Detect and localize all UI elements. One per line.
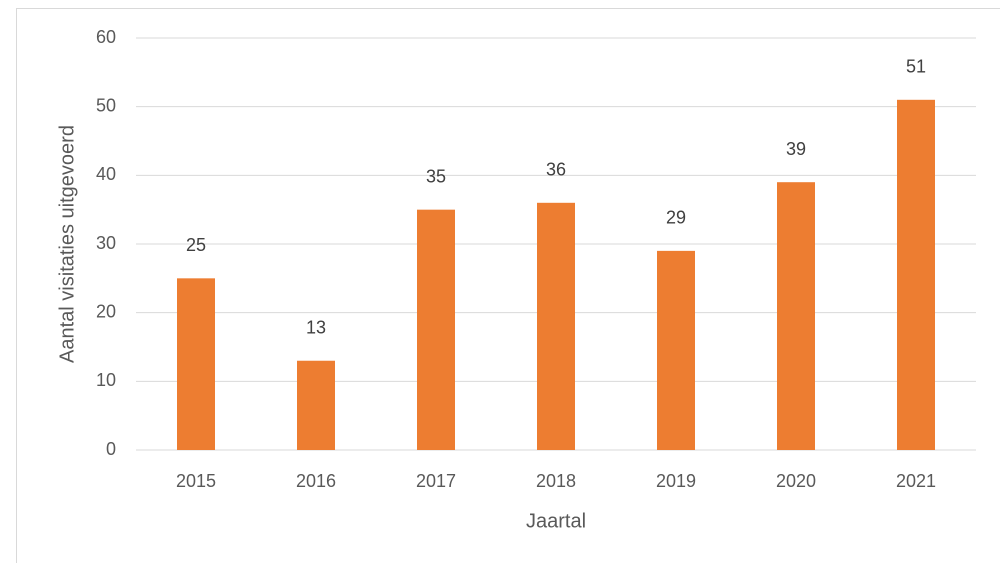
y-tick-label: 50 [96, 95, 116, 115]
data-label: 36 [546, 160, 566, 180]
data-label: 35 [426, 166, 446, 186]
bar [297, 360, 335, 450]
bar [417, 209, 455, 450]
bar [537, 202, 575, 450]
y-axis-title: Aantal visitaties uitgevoerd [56, 125, 78, 363]
x-tick-label: 2018 [536, 471, 576, 491]
bar [777, 182, 815, 450]
x-tick-label: 2015 [176, 471, 216, 491]
x-tick-label: 2021 [896, 471, 936, 491]
x-tick-label: 2020 [776, 471, 816, 491]
x-tick-label: 2017 [416, 471, 456, 491]
y-tick-label: 60 [96, 27, 116, 47]
y-tick-label: 10 [96, 370, 116, 390]
bar [897, 99, 935, 451]
x-tick-label: 2019 [656, 471, 696, 491]
data-label: 39 [786, 139, 806, 159]
bar [177, 278, 215, 450]
data-label: 51 [906, 57, 926, 77]
x-tick-label: 2016 [296, 471, 336, 491]
data-label: 13 [306, 317, 326, 337]
chart-border [16, 8, 1000, 563]
y-tick-label: 30 [96, 233, 116, 253]
y-tick-label: 20 [96, 301, 116, 321]
y-tick-label: 0 [106, 439, 116, 459]
data-label: 25 [186, 235, 206, 255]
data-label: 29 [666, 208, 686, 228]
x-axis-title: Jaartal [526, 510, 586, 532]
bar [657, 250, 695, 450]
y-tick-label: 40 [96, 164, 116, 184]
